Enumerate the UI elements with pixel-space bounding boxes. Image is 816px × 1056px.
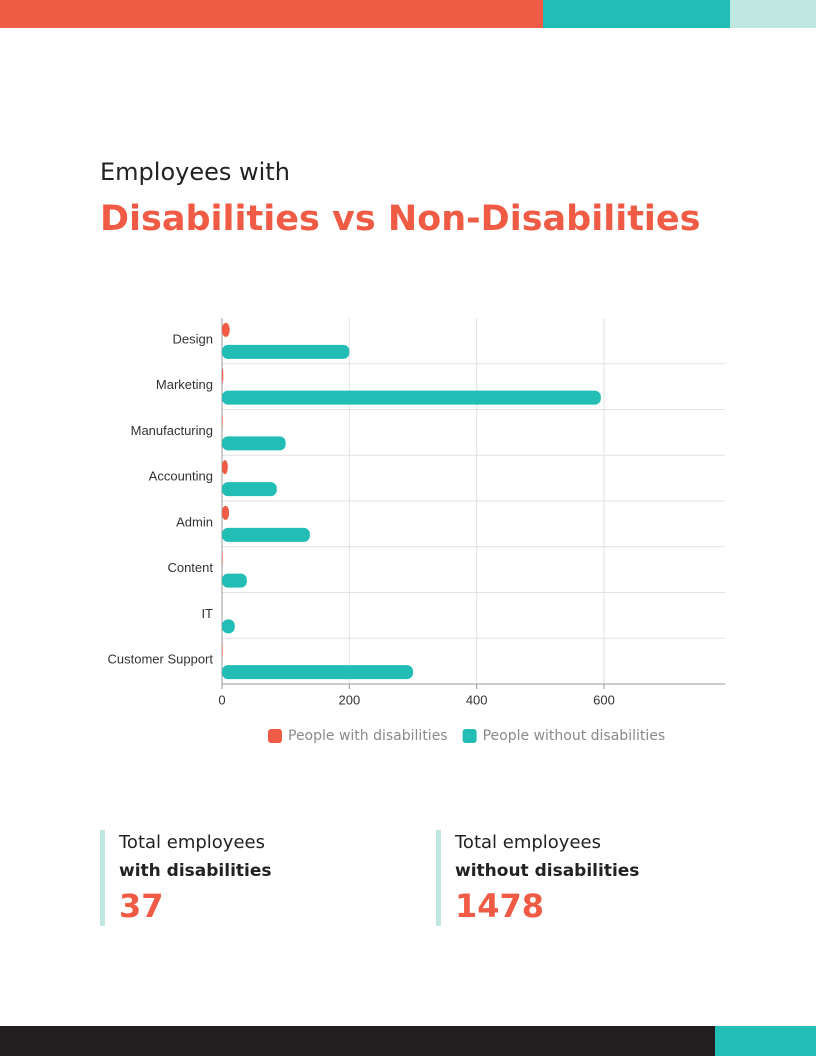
bar — [222, 414, 223, 429]
bar — [222, 665, 414, 680]
bottom-stripe — [0, 1026, 715, 1056]
top-stripe — [543, 0, 730, 28]
bar — [222, 527, 310, 542]
kicker: Employees with — [100, 158, 290, 186]
stat-label: Total employees — [454, 832, 601, 853]
top-stripe — [730, 0, 816, 28]
legend-swatch — [268, 729, 282, 743]
legend-label: People with disabilities — [288, 728, 448, 744]
x-tick-label: 600 — [593, 692, 615, 707]
y-tick-label: Design — [173, 331, 213, 346]
y-tick-label: Content — [167, 560, 213, 575]
bar — [222, 390, 601, 405]
bar — [222, 551, 223, 566]
bar — [222, 460, 228, 475]
top-stripe — [0, 0, 543, 28]
stat-emphasis: without disabilities — [455, 861, 639, 881]
y-tick-label: Customer Support — [108, 652, 214, 667]
legend-label: People without disabilities — [483, 728, 666, 744]
stat-emphasis: with disabilities — [119, 861, 272, 881]
y-tick-label: Accounting — [149, 469, 213, 484]
bar — [222, 619, 235, 634]
bar — [222, 368, 224, 383]
bar — [222, 436, 286, 451]
bar — [222, 643, 223, 658]
x-tick-label: 400 — [466, 692, 488, 707]
stat-label: Total employees — [118, 832, 265, 853]
x-tick-label: 0 — [218, 692, 225, 707]
stat-value: 37 — [119, 887, 164, 925]
stat-border — [436, 830, 441, 926]
bar — [222, 573, 247, 588]
y-tick-label: Manufacturing — [131, 423, 213, 438]
title: Disabilities vs Non-Disabilities — [100, 199, 701, 239]
stat-border — [100, 830, 105, 926]
bar — [222, 344, 350, 359]
bar — [222, 322, 230, 337]
stat-value: 1478 — [455, 887, 544, 925]
legend-swatch — [462, 729, 477, 743]
y-tick-label: IT — [201, 606, 213, 621]
bar — [222, 505, 230, 520]
y-tick-label: Marketing — [156, 377, 213, 392]
bar — [222, 482, 277, 497]
bottom-stripe — [715, 1026, 816, 1056]
x-tick-label: 200 — [338, 692, 360, 707]
y-tick-label: Admin — [176, 514, 213, 529]
